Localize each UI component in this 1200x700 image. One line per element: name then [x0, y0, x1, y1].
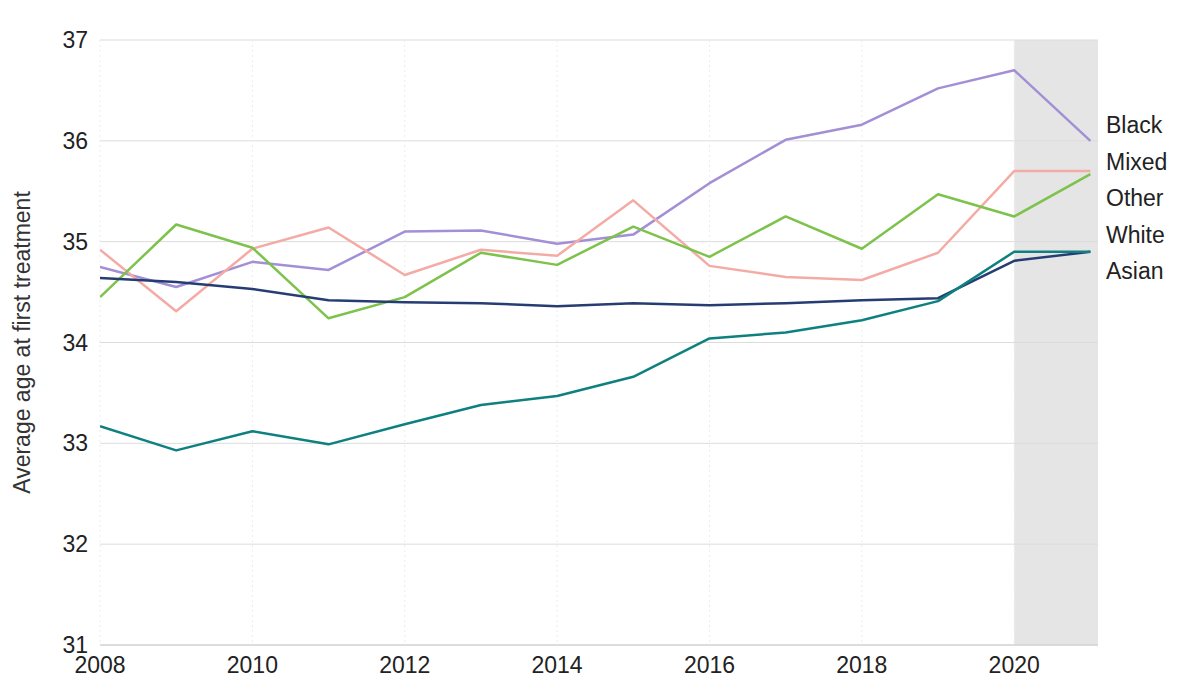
y-tick-label: 34	[62, 330, 88, 356]
grid-line-x	[557, 40, 558, 645]
grid-line-y	[100, 443, 1098, 444]
grid-line-x	[1014, 40, 1015, 645]
x-tick-label: 2014	[532, 652, 583, 678]
x-tick-label: 2012	[379, 652, 430, 678]
y-tick-label: 33	[62, 430, 88, 456]
legend-label: Asian	[1106, 258, 1164, 284]
grid-line-y	[100, 645, 1098, 646]
series-line	[100, 174, 1090, 318]
x-axis-line	[100, 645, 1098, 646]
grid-line-x	[404, 40, 405, 645]
grid-line-x	[252, 40, 253, 645]
x-tick-label: 2018	[836, 652, 887, 678]
legend-label: Other	[1106, 185, 1164, 211]
series-line	[100, 252, 1090, 451]
legend-label: Black	[1106, 112, 1163, 138]
x-tick-label: 2008	[74, 652, 125, 678]
grid-line-x	[861, 40, 862, 645]
legend-label: White	[1106, 222, 1165, 248]
series-line	[100, 70, 1090, 287]
y-tick-label: 35	[62, 229, 88, 255]
grid-line-y	[100, 544, 1098, 545]
series-line	[100, 171, 1090, 311]
grid-line-y	[100, 140, 1098, 141]
x-tick-label: 2020	[989, 652, 1040, 678]
chart: 3132333435363720082010201220142016201820…	[0, 0, 1200, 700]
y-tick-label: 32	[62, 531, 88, 557]
y-axis-title: Average age at first treatment	[9, 191, 35, 494]
grid-line-y	[100, 40, 1098, 41]
legend-label: Mixed	[1106, 149, 1167, 175]
grid-line-y	[100, 342, 1098, 343]
plot-lines	[100, 70, 1090, 450]
y-tick-label: 36	[62, 128, 88, 154]
grid-line-x	[100, 40, 101, 645]
x-tick-label: 2010	[227, 652, 278, 678]
x-tick-label: 2016	[684, 652, 735, 678]
y-tick-label: 37	[62, 27, 88, 53]
grid-line-x	[709, 40, 710, 645]
